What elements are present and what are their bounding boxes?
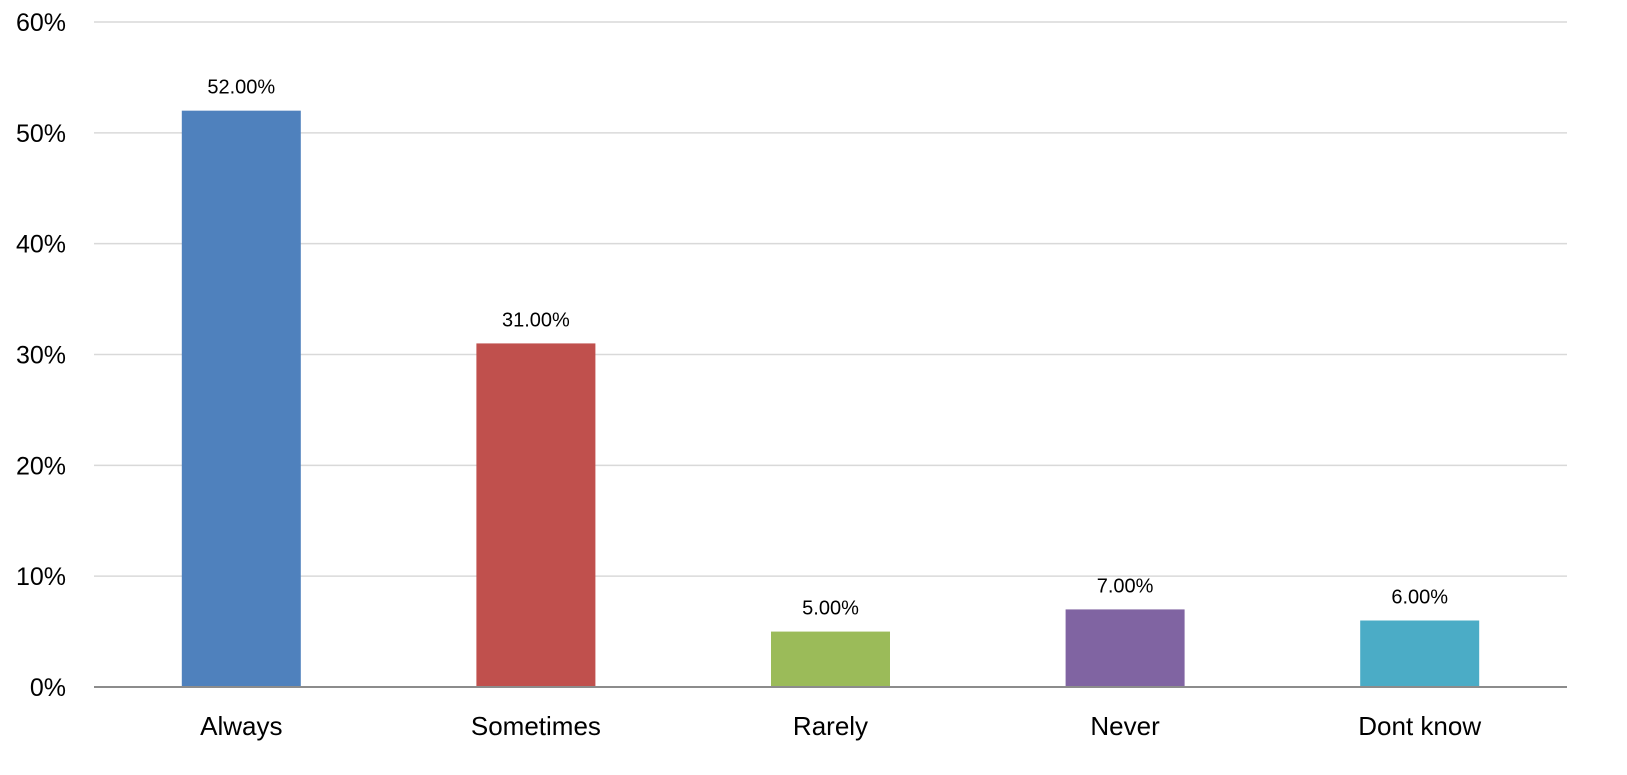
data-label: 52.00% (207, 77, 275, 99)
bar-never (1065, 609, 1185, 687)
bar-dont-know (1360, 620, 1480, 687)
x-category-label: Sometimes (471, 711, 601, 741)
y-tick-label: 40% (16, 231, 66, 259)
x-category-label: Always (200, 711, 282, 741)
data-label: 7.00% (1097, 575, 1154, 597)
y-tick-label: 30% (16, 342, 66, 370)
y-tick-label: 10% (16, 563, 66, 591)
gridlines (94, 21, 1567, 577)
x-category-label: Rarely (793, 711, 868, 741)
y-tick-label: 0% (30, 674, 66, 702)
bar-sometimes (476, 343, 596, 687)
data-labels: 52.00% 31.00% 5.00% 7.00% 6.00% (207, 77, 1448, 620)
x-category-label: Never (1090, 711, 1160, 741)
data-label: 5.00% (802, 598, 859, 620)
data-label: 31.00% (502, 309, 570, 331)
y-tick-label: 60% (16, 9, 66, 37)
x-category-label: Dont know (1358, 711, 1481, 741)
bars (181, 110, 1480, 687)
data-label: 6.00% (1391, 587, 1448, 609)
x-axis-category-labels: Always Sometimes Rarely Never Dont know (200, 711, 1481, 741)
bar-rarely (771, 631, 890, 687)
bar-always (181, 110, 301, 687)
y-axis-tick-labels: 0% 10% 20% 30% 40% 50% 60% (16, 9, 66, 702)
y-tick-label: 20% (16, 452, 66, 480)
y-tick-label: 50% (16, 120, 66, 148)
